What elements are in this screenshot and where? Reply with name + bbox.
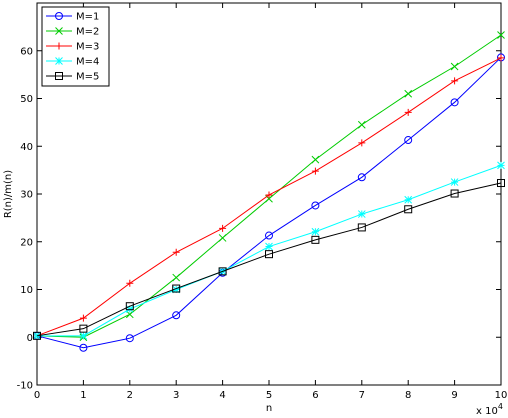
data-point bbox=[265, 191, 273, 199]
legend: M=1 M=2 M=3 M=4 M=5 bbox=[41, 6, 110, 87]
y-tick-label: 10 bbox=[20, 285, 33, 296]
x-tick-label: 3 bbox=[173, 390, 179, 401]
data-point bbox=[357, 120, 366, 129]
y-axis-label: R(n)/m(n) bbox=[3, 170, 14, 218]
data-point bbox=[450, 98, 459, 107]
data-point bbox=[172, 284, 181, 293]
data-point bbox=[33, 331, 41, 340]
data-point bbox=[219, 224, 227, 232]
data-point bbox=[172, 285, 181, 294]
x-tick-label: 2 bbox=[127, 390, 133, 401]
data-point bbox=[497, 161, 505, 170]
data-point bbox=[450, 189, 459, 198]
legend-marker bbox=[55, 72, 63, 80]
y-tick-label: 0 bbox=[27, 333, 33, 344]
legend-label: M=1 bbox=[76, 12, 99, 23]
series-m-2 bbox=[33, 31, 505, 342]
data-point bbox=[357, 173, 366, 182]
axes: 0 1 2 3 4 5 6 7 8 9 10-100102030405060nR(n)/m(n)x … bbox=[3, 2, 508, 417]
y-tick-label: 20 bbox=[20, 237, 33, 248]
series-m-3 bbox=[33, 54, 505, 340]
legend-label: M=3 bbox=[76, 42, 99, 53]
legend-marker bbox=[55, 27, 63, 35]
data-point bbox=[218, 267, 227, 276]
x-tick-label: 10 bbox=[495, 390, 508, 401]
x-axis-label: n bbox=[266, 403, 272, 414]
data-point bbox=[265, 250, 273, 259]
series-m-1 bbox=[33, 53, 505, 352]
legend-marker bbox=[55, 57, 63, 65]
legend-label: M=4 bbox=[76, 57, 99, 68]
x-multiplier-exponent: 4 bbox=[498, 402, 503, 411]
data-point bbox=[358, 139, 366, 147]
legend-entry: M=2 bbox=[46, 27, 99, 38]
data-point bbox=[265, 231, 273, 240]
data-point bbox=[311, 167, 319, 175]
legend-label: M=5 bbox=[76, 72, 99, 83]
data-point bbox=[404, 136, 413, 145]
y-tick-label: 30 bbox=[20, 190, 33, 201]
x-tick-label: 8 bbox=[405, 390, 411, 401]
series-line bbox=[36, 57, 502, 349]
data-point bbox=[172, 311, 181, 320]
y-tick-label: 60 bbox=[20, 46, 33, 57]
data-point bbox=[404, 89, 413, 98]
legend-label: M=2 bbox=[76, 27, 99, 38]
data-point bbox=[172, 248, 180, 256]
data-point bbox=[125, 302, 134, 311]
data-point bbox=[79, 324, 88, 333]
data-point bbox=[357, 223, 366, 232]
legend-marker bbox=[55, 12, 63, 20]
data-point bbox=[451, 77, 459, 85]
x-tick-label: 9 bbox=[451, 390, 457, 401]
data-point bbox=[497, 179, 505, 188]
series-layer bbox=[33, 31, 505, 352]
data-point bbox=[404, 108, 412, 116]
x-multiplier-base: x 10 bbox=[476, 406, 498, 417]
data-point bbox=[404, 195, 413, 204]
data-point bbox=[265, 242, 273, 251]
data-point bbox=[311, 235, 320, 244]
x-tick-label: 1 bbox=[80, 390, 86, 401]
data-point bbox=[450, 62, 459, 71]
legend-entry: M=4 bbox=[46, 57, 99, 68]
legend-entry: M=5 bbox=[46, 72, 99, 83]
series-m-5 bbox=[33, 179, 505, 340]
data-point bbox=[79, 331, 88, 340]
data-point bbox=[404, 205, 413, 214]
data-point bbox=[125, 334, 134, 343]
data-point bbox=[450, 178, 459, 186]
data-point bbox=[126, 279, 134, 287]
x-tick-label: 5 bbox=[266, 390, 272, 401]
data-point bbox=[497, 54, 505, 62]
data-point bbox=[218, 234, 227, 242]
x-tick-label: 7 bbox=[359, 390, 365, 401]
data-point bbox=[311, 227, 320, 236]
data-point bbox=[497, 31, 505, 39]
x-tick-label: 6 bbox=[312, 390, 318, 401]
legend-entry: M=3 bbox=[46, 42, 99, 53]
data-point bbox=[172, 273, 181, 282]
data-point bbox=[79, 314, 87, 322]
y-tick-label: -10 bbox=[17, 381, 33, 392]
x-axis-multiplier: x 104 bbox=[476, 402, 503, 417]
data-point bbox=[33, 331, 41, 340]
data-point bbox=[125, 305, 134, 313]
y-tick-label: 40 bbox=[20, 142, 33, 153]
series-line bbox=[36, 182, 502, 337]
legend-entry: M=1 bbox=[46, 12, 99, 23]
data-point bbox=[311, 155, 320, 164]
data-point bbox=[311, 201, 320, 210]
series-m-4 bbox=[33, 161, 505, 340]
y-tick-label: 50 bbox=[20, 94, 33, 105]
x-tick-label: 0 bbox=[34, 390, 40, 401]
legend-marker bbox=[55, 42, 63, 50]
data-point bbox=[357, 210, 366, 218]
data-point bbox=[79, 343, 88, 352]
x-tick-label: 4 bbox=[219, 390, 225, 401]
